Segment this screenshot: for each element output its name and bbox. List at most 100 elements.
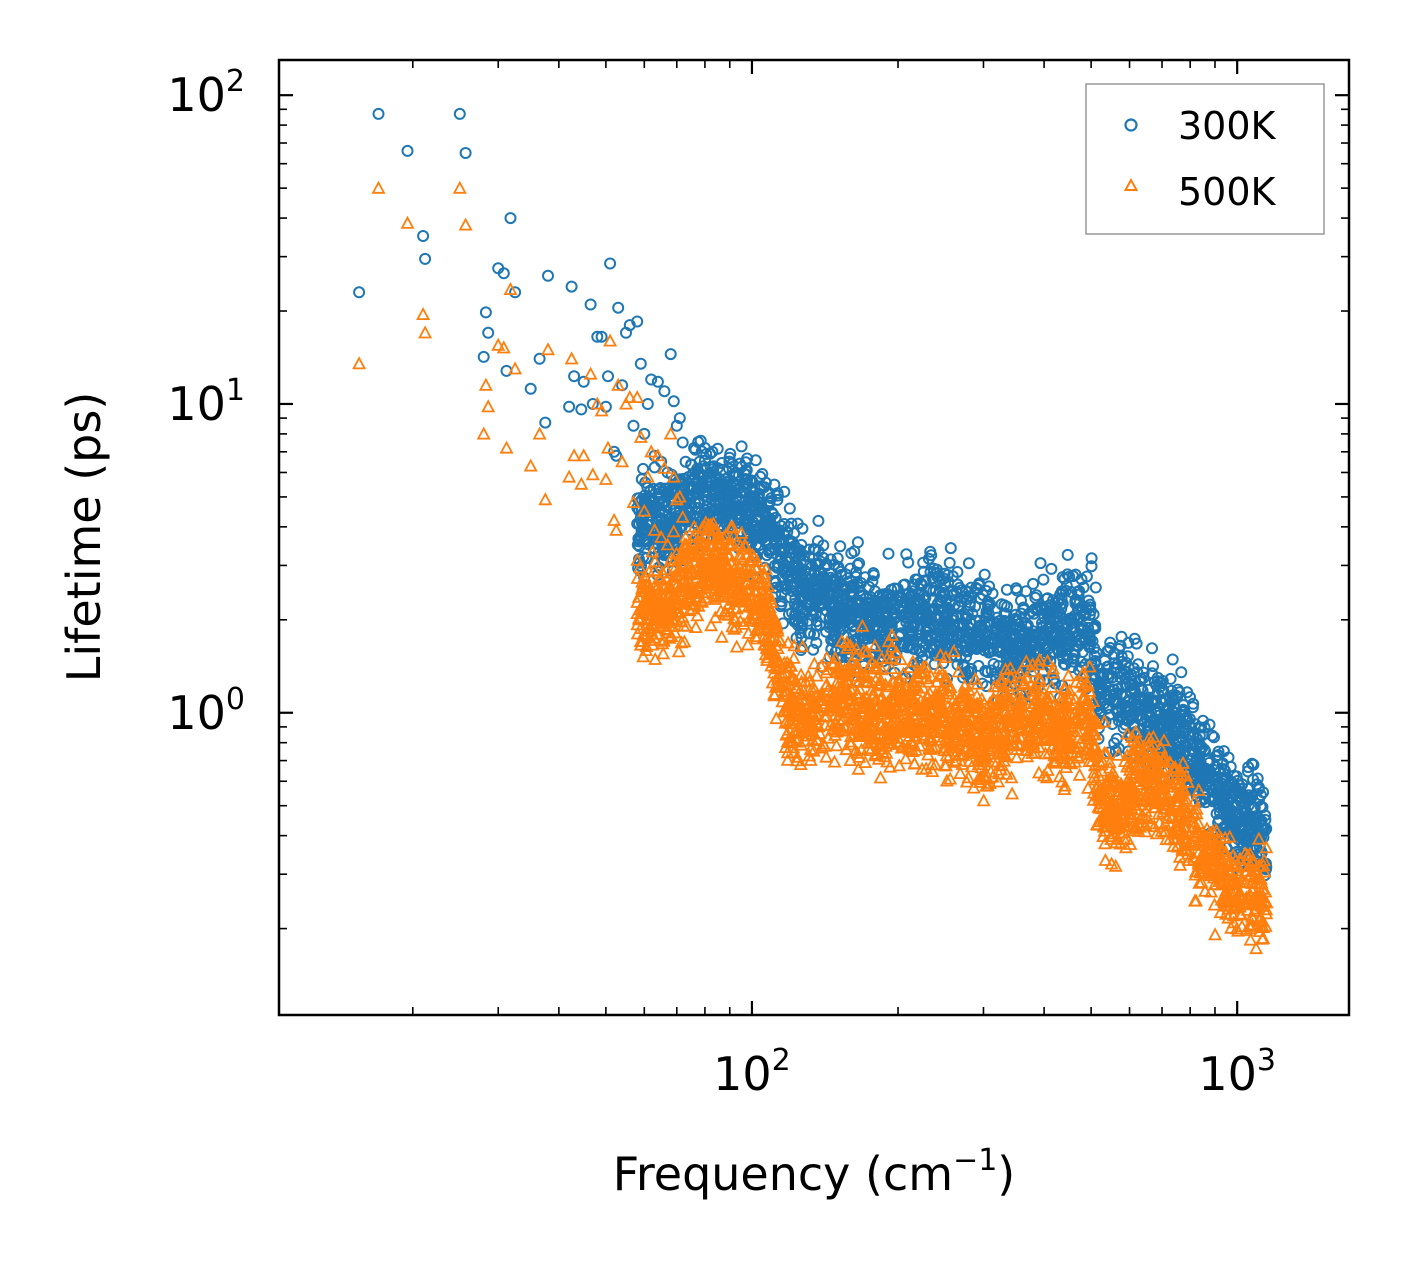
point-500K-1989 bbox=[809, 668, 824, 682]
point-500K-27 bbox=[594, 403, 609, 417]
point-300K-2582 bbox=[774, 533, 787, 546]
point-500K-20 bbox=[564, 351, 579, 365]
point-500K-791 bbox=[803, 752, 818, 766]
point-300K-2571 bbox=[1152, 688, 1165, 701]
point-300K-1336 bbox=[1037, 573, 1050, 586]
point-500K-2230 bbox=[1016, 686, 1031, 700]
point-500K-1972 bbox=[707, 591, 722, 605]
point-300K-2592 bbox=[807, 542, 820, 555]
point-300K-2659 bbox=[1190, 732, 1203, 745]
point-500K-12 bbox=[499, 440, 514, 454]
point-500K-31 bbox=[607, 512, 622, 526]
point-500K-2242 bbox=[645, 637, 660, 651]
point-300K-2638 bbox=[1082, 627, 1095, 640]
point-500K-2168 bbox=[757, 569, 772, 583]
point-300K-147 bbox=[902, 556, 915, 569]
point-500K-2225 bbox=[964, 759, 979, 773]
point-500K-1927 bbox=[895, 712, 910, 726]
point-500K-2184 bbox=[1162, 832, 1177, 845]
point-500K-1288 bbox=[1074, 668, 1090, 682]
point-500K-2064 bbox=[698, 543, 713, 556]
point-500K-1600 bbox=[928, 757, 943, 771]
point-500K-1930 bbox=[1026, 736, 1041, 750]
point-300K-2614 bbox=[972, 579, 985, 591]
point-300K-2429 bbox=[952, 599, 965, 612]
point-300K-2107 bbox=[810, 637, 823, 649]
point-300K-2384 bbox=[1120, 681, 1133, 693]
point-500K-2096 bbox=[1004, 669, 1019, 683]
point-500K-1430 bbox=[1180, 774, 1195, 788]
point-500K-1763 bbox=[782, 692, 797, 706]
point-300K-2427 bbox=[1226, 800, 1239, 813]
point-300K-2645 bbox=[1052, 605, 1065, 618]
point-300K-2558 bbox=[704, 460, 717, 473]
point-300K-1890 bbox=[943, 556, 956, 569]
point-500K-2247 bbox=[1098, 853, 1113, 866]
point-300K-1470 bbox=[1142, 683, 1155, 696]
point-300K-1561 bbox=[723, 455, 736, 468]
point-500K-1545 bbox=[994, 762, 1009, 776]
point-300K-2652 bbox=[638, 523, 651, 536]
point-300K-1927 bbox=[1212, 749, 1225, 762]
point-300K-2102 bbox=[715, 457, 728, 469]
point-300K-2564 bbox=[763, 495, 776, 508]
point-300K-2438 bbox=[865, 631, 877, 644]
point-500K-2121 bbox=[1158, 823, 1174, 837]
point-500K-993 bbox=[671, 644, 686, 658]
point-300K-471 bbox=[1080, 570, 1093, 583]
point-300K-19 bbox=[563, 400, 576, 413]
point-500K-1909 bbox=[1246, 911, 1261, 925]
point-300K-1763 bbox=[1141, 721, 1154, 734]
point-500K-1833 bbox=[1038, 746, 1053, 760]
point-300K-2200 bbox=[853, 557, 866, 570]
point-500K-1146 bbox=[898, 751, 913, 765]
point-500K-779 bbox=[1251, 831, 1266, 845]
point-500K-1668 bbox=[688, 620, 703, 633]
point-300K-2555 bbox=[1048, 628, 1061, 641]
point-500K-2235 bbox=[750, 560, 765, 574]
point-500K-2120 bbox=[656, 646, 671, 660]
point-500K-2161 bbox=[636, 649, 651, 663]
point-300K-1264 bbox=[1089, 581, 1102, 594]
point-300K-2553 bbox=[788, 577, 800, 590]
point-500K-2314 bbox=[694, 593, 709, 606]
point-300K-2620 bbox=[1201, 767, 1214, 780]
point-500K-1564 bbox=[1170, 794, 1186, 808]
point-500K-1908 bbox=[1243, 867, 1258, 881]
point-300K-1 bbox=[372, 107, 385, 120]
point-300K-1707 bbox=[1061, 548, 1074, 561]
point-500K-2264 bbox=[978, 764, 993, 778]
point-500K-35 bbox=[618, 396, 634, 410]
point-500K-2024 bbox=[1111, 783, 1126, 797]
point-500K-1563 bbox=[770, 672, 785, 686]
point-300K-2525 bbox=[1079, 601, 1092, 614]
point-300K-2182 bbox=[775, 587, 788, 600]
point-300K-2622 bbox=[1071, 640, 1084, 653]
point-300K-1772 bbox=[1029, 591, 1042, 604]
point-300K-1942 bbox=[741, 473, 754, 486]
point-300K-2475 bbox=[734, 513, 747, 526]
point-500K-13 bbox=[503, 282, 518, 296]
point-500K-1040 bbox=[1097, 714, 1112, 728]
point-300K-1691 bbox=[689, 501, 702, 514]
point-500K-1985 bbox=[1249, 941, 1264, 955]
point-300K-2643 bbox=[785, 570, 797, 583]
point-500K-2320 bbox=[1177, 800, 1192, 814]
point-500K-18 bbox=[540, 342, 556, 356]
point-300K-2639 bbox=[1036, 603, 1049, 616]
point-300K-2450 bbox=[910, 643, 923, 656]
point-300K-2346 bbox=[729, 466, 742, 479]
point-500K-47 bbox=[660, 537, 675, 551]
point-500K-1919 bbox=[704, 618, 719, 632]
point-300K-2615 bbox=[982, 646, 995, 659]
point-500K-1946 bbox=[953, 708, 969, 722]
point-500K-2237 bbox=[970, 699, 985, 713]
point-500K-2151 bbox=[946, 644, 961, 658]
point-500K-338 bbox=[1040, 653, 1055, 667]
point-500K-2152 bbox=[1148, 765, 1163, 779]
point-500K-9 bbox=[481, 399, 496, 413]
point-500K-28 bbox=[598, 472, 613, 485]
point-300K-2526 bbox=[1152, 709, 1165, 722]
point-500K-17 bbox=[538, 492, 553, 506]
point-500K-1504 bbox=[1218, 846, 1233, 860]
